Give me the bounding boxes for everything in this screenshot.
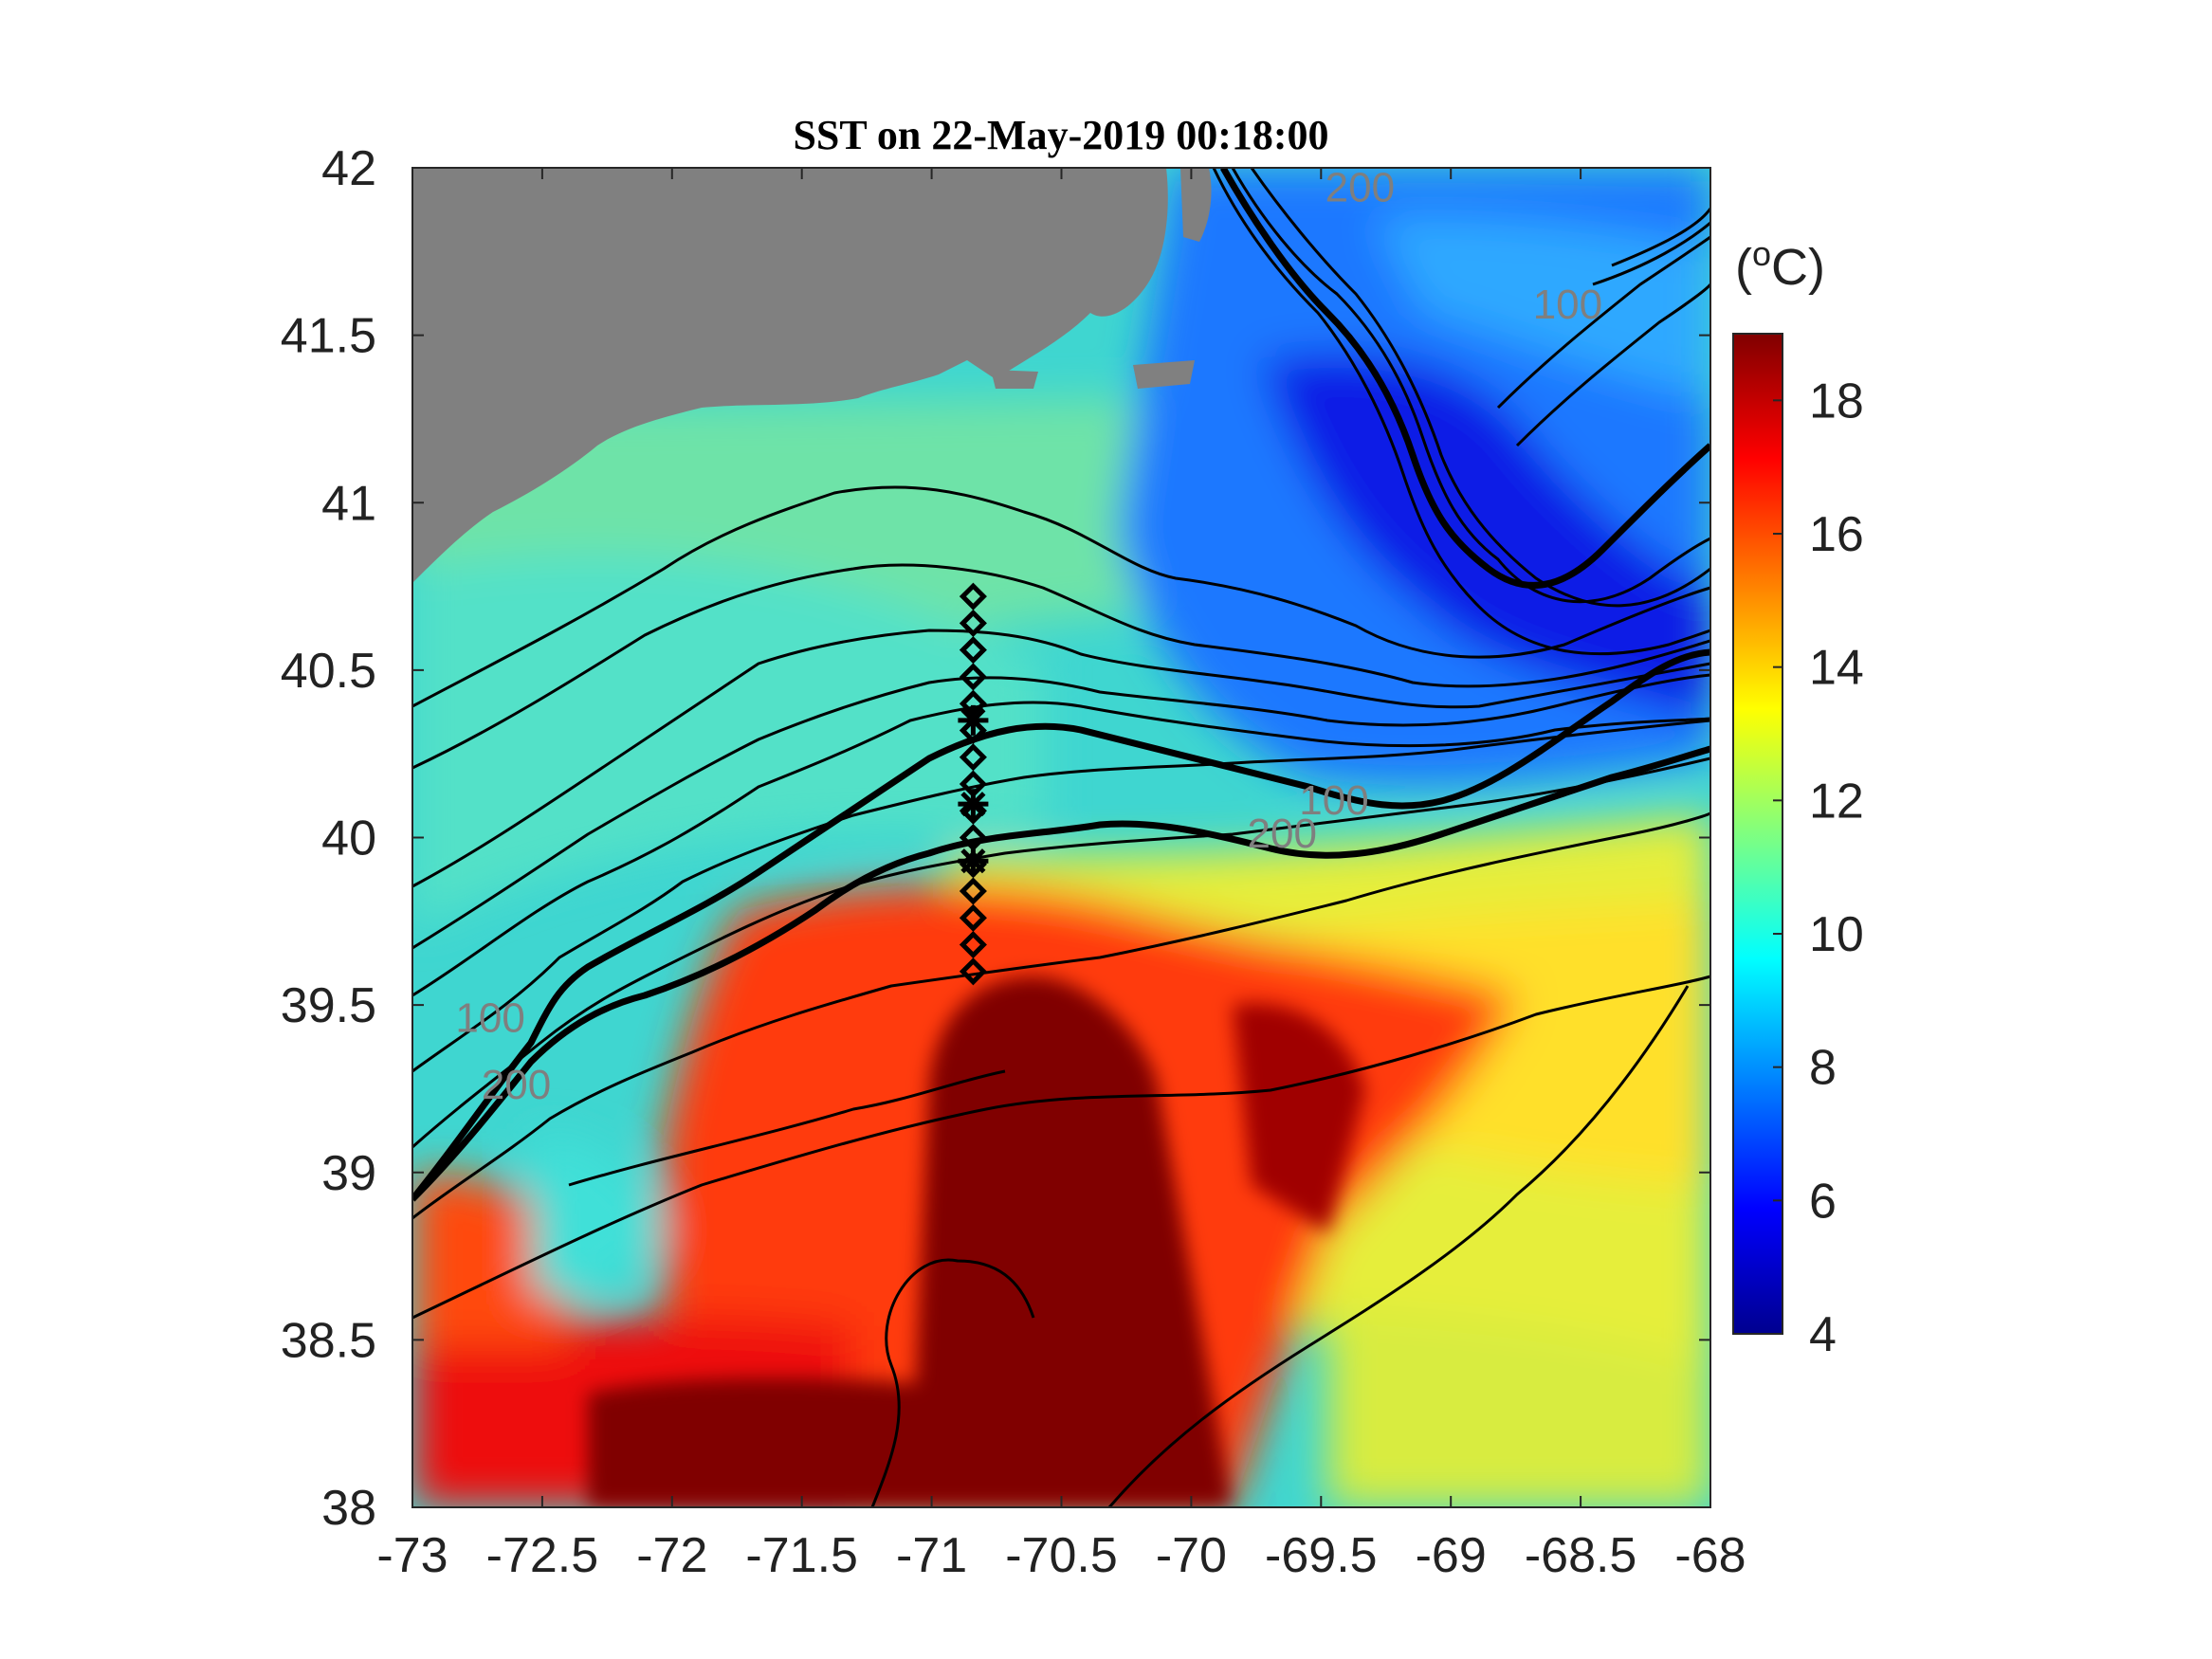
colorbar-tick-label: 14 [1809, 641, 1864, 696]
station-marker [959, 663, 987, 691]
y-tick-label: 38 [321, 1481, 376, 1536]
y-tick-label: 42 [321, 141, 376, 196]
x-tick-label: -72 [636, 1528, 707, 1583]
x-tick-label: -70.5 [1005, 1528, 1118, 1583]
station-marker [959, 582, 987, 611]
colorbar-tick-label: 4 [1809, 1307, 1837, 1362]
station-marker [959, 903, 987, 932]
station-marker [959, 957, 987, 986]
station-marker [959, 796, 987, 825]
isobath-label: 200 [1248, 811, 1317, 857]
colorbar-tick-label: 10 [1809, 907, 1864, 962]
land [412, 168, 1212, 583]
isobath-label: 200 [1325, 164, 1395, 210]
colorbar-unit-label: (oC) [1735, 234, 1825, 296]
isobath-label: 100 [1299, 777, 1368, 824]
sst-field [412, 168, 1710, 1507]
x-tick-label: -69 [1416, 1528, 1487, 1583]
colorbar-tick-label: 18 [1809, 374, 1864, 428]
y-tick-label: 41 [321, 476, 376, 531]
station-star-marker [958, 846, 989, 877]
station-star-marker [958, 704, 989, 736]
y-axis: 38 38.5 39 39.5 40 40.5 41 41.5 42 [281, 141, 1710, 1536]
y-tick-label: 39.5 [281, 978, 376, 1033]
isobath-label: 200 [482, 1062, 551, 1108]
station-transect [958, 582, 989, 986]
x-tick-label: -71.5 [745, 1528, 858, 1583]
x-tick-label: -71 [896, 1528, 967, 1583]
colorbar-ticks: 4 6 8 10 12 14 16 18 [1773, 374, 1864, 1362]
x-tick-label: -69.5 [1265, 1528, 1378, 1583]
isobath-contours [412, 168, 1710, 1507]
colorbar-tick-label: 8 [1809, 1041, 1837, 1096]
colorbar-tick-label: 16 [1809, 507, 1864, 562]
y-tick-label: 40.5 [281, 644, 376, 699]
station-marker [959, 931, 987, 959]
y-tick-label: 41.5 [281, 309, 376, 364]
y-tick-label: 39 [321, 1146, 376, 1201]
colorbar-ramp [1732, 333, 1783, 1335]
station-marker [959, 743, 987, 772]
station-marker [959, 609, 987, 637]
x-tick-label: -68 [1674, 1528, 1746, 1583]
x-tick-label: -73 [376, 1528, 448, 1583]
x-tick-label: -70 [1156, 1528, 1227, 1583]
x-tick-label: -68.5 [1525, 1528, 1637, 1583]
colorbar-tick-label: 6 [1809, 1174, 1837, 1229]
station-star-marker [958, 789, 989, 820]
y-tick-label: 38.5 [281, 1313, 376, 1368]
x-tick-label: -72.5 [486, 1528, 599, 1583]
isobath-thick [412, 168, 1710, 1202]
colorbar-tick-label: 12 [1809, 774, 1864, 829]
chart-title: SST on 22-May-2019 00:18:00 [793, 112, 1328, 158]
isobath-label: 100 [1533, 282, 1602, 328]
station-marker [959, 636, 987, 665]
isobath-label: 100 [455, 994, 524, 1041]
x-axis: -73 -72.5 -72 -71.5 -71 -70.5 -70 -69.5 -69 -68.5… [376, 168, 1746, 1583]
y-tick-label: 40 [321, 811, 376, 866]
colorbar: (oC) 4 6 8 10 12 14 16 18 [1732, 234, 1864, 1362]
station-marker [959, 877, 987, 905]
